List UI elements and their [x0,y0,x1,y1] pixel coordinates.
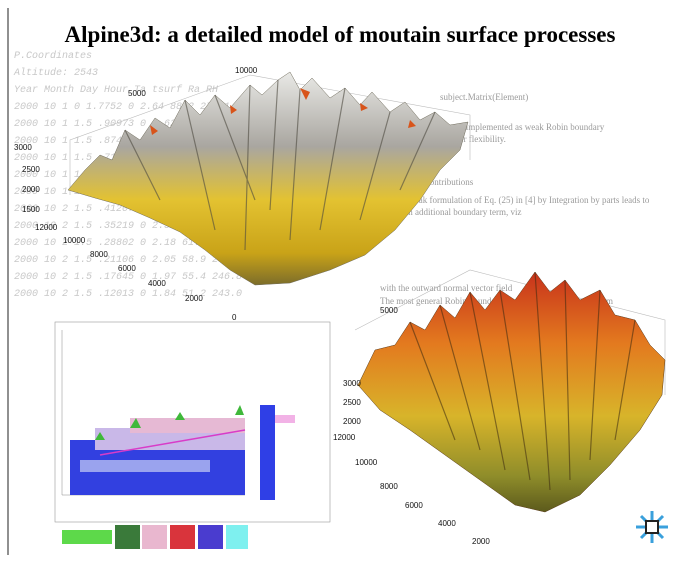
x-ticks-label: 12000 [333,433,356,442]
profile-column [275,415,295,423]
x-ticks-label: 8000 [380,482,398,491]
legend-swatch [142,525,167,549]
background-data-line: Year Month Day Hour Ta tsurf Ra RH [14,84,218,96]
x-ticks-label: 10000 [63,236,86,245]
x-ticks-label: 10000 [355,458,378,467]
x-ticks-label: 4000 [438,519,456,528]
legend-swatch [198,525,223,549]
background-data-line: 2000 10 1 0 1.7752 0 2.64 88.2 276.1 [14,102,230,113]
z-ticks-label: 2500 [22,165,40,174]
legend-swatch [170,525,195,549]
z-ticks-label: 2000 [22,185,40,194]
profile-layer [130,418,245,433]
x-ticks-label: 12000 [35,223,58,232]
legend-swatch [62,530,112,544]
profile-layer [80,460,210,472]
background-data-line: 2000 10 2 1.5 .17645 0 1.97 55.4 246.8 [14,272,242,283]
snow-profile-chart [55,322,330,549]
y-ticks-label: 5000 [128,89,146,98]
background-text-line: with the outward normal vector field [380,283,513,293]
x-ticks-label: 2000 [472,537,490,546]
z-ticks-label: 1500 [22,205,40,214]
z-ticks-label: 2500 [343,398,361,407]
background-text-line: the weak formulation of Eq. (25) in [4] … [395,195,650,205]
background-data-line: 2000 10 2 1.5 .12013 0 1.84 51.2 243.0 [14,289,242,300]
z-ticks-label: 3000 [343,379,361,388]
background-text-line: to an additional boundary term, viz [395,207,521,217]
legend-swatch [115,525,140,549]
x-ticks-label: 6000 [118,264,136,273]
y-ticks-label: 5000 [380,306,398,315]
profile-column [260,405,275,500]
background-text-line: subject.Matrix(Element) [440,92,528,102]
x-ticks-label: 4000 [148,279,166,288]
x-ticks-label: 2000 [185,294,203,303]
poster: P.Coordinates Altitude: 2543 Year Month Da… [0,0,675,563]
background-data-line: P.Coordinates [14,50,92,62]
y-ticks-label: 10000 [235,66,258,75]
background-data-line: Altitude: 2543 [13,67,98,79]
x-ticks-label: 6000 [405,501,423,510]
x-ticks-label: 0 [232,313,237,322]
x-ticks-label: 8000 [90,250,108,259]
z-ticks-label: 3000 [14,143,32,152]
legend-swatch [226,525,248,549]
z-ticks-label: 2000 [343,417,361,426]
title: Alpine3d: a detailed model of moutain su… [65,22,616,47]
